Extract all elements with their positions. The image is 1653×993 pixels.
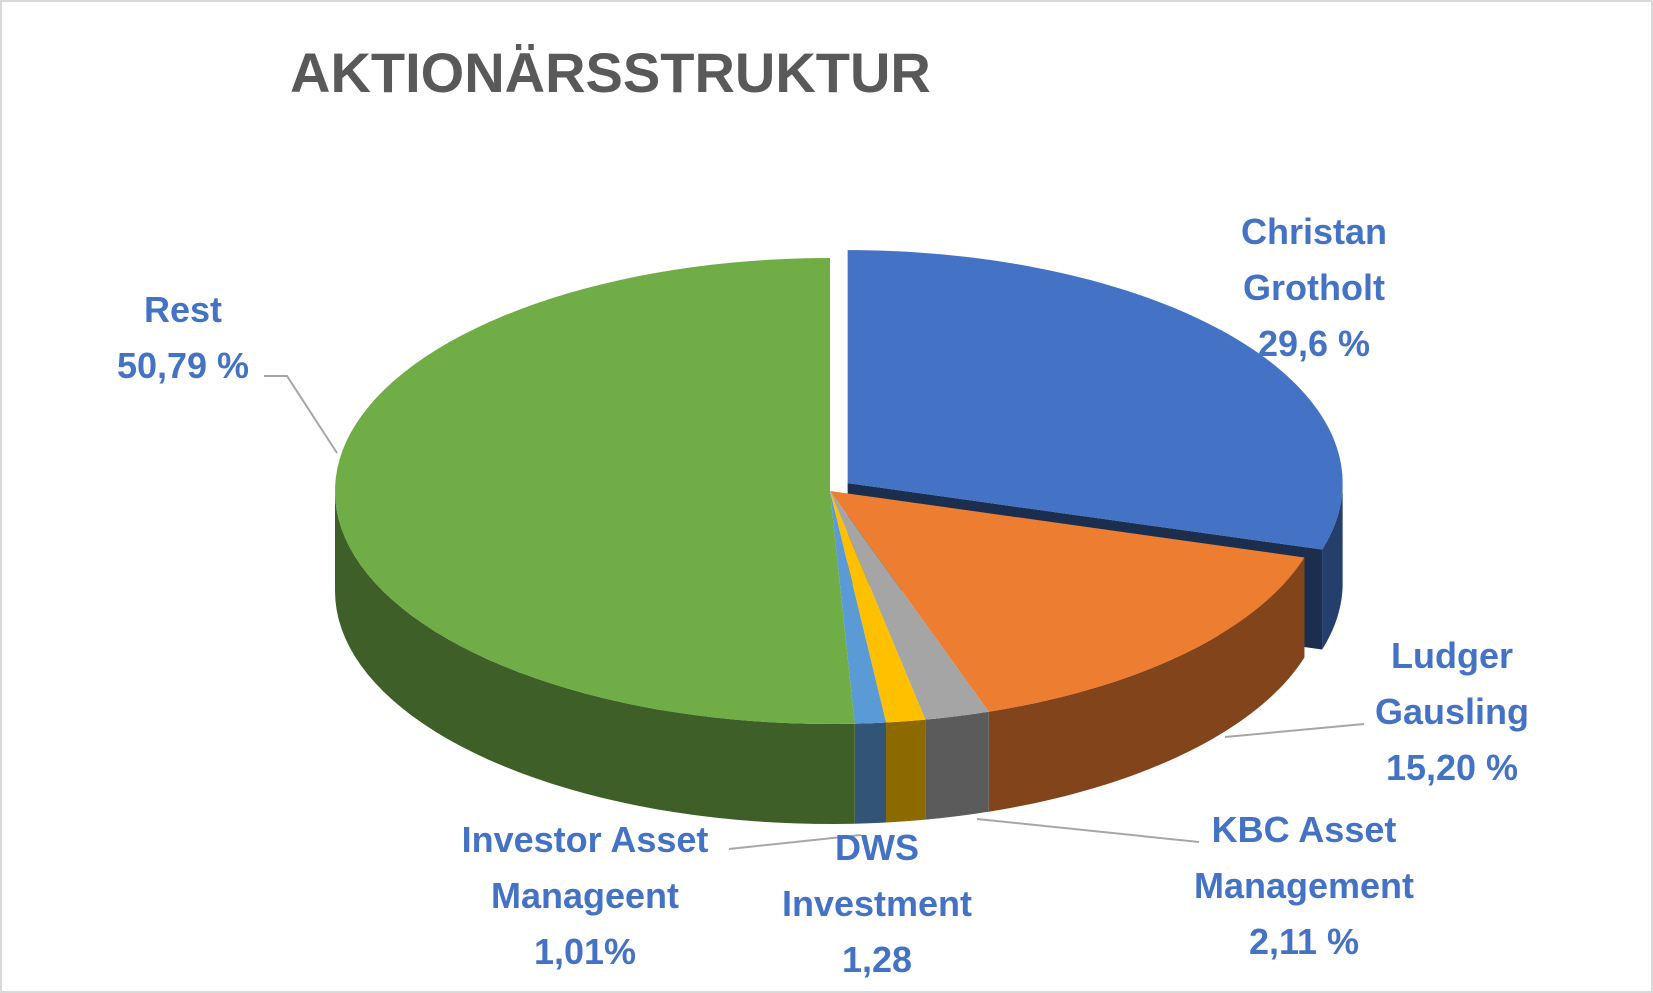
slice-side — [925, 711, 989, 820]
data-label: Christan Grotholt 29,6 % — [1214, 204, 1414, 372]
label-name: DWS Investment — [781, 827, 973, 924]
label-name: Ludger Gausling — [1374, 635, 1530, 732]
label-name: Investor Asset Manageent — [461, 819, 709, 916]
pie-slice — [830, 491, 989, 720]
label-value: 2,11 % — [1248, 921, 1360, 962]
chart-title: AKTIONÄRSSTRUKTUR — [290, 41, 931, 104]
data-label: Investor Asset Manageent 1,01% — [435, 812, 735, 980]
data-label: DWS Investment 1,28 — [762, 820, 992, 988]
leader-line — [976, 818, 1200, 843]
pie-slice — [830, 491, 926, 723]
pie-slice — [830, 491, 1305, 712]
slice-side — [988, 557, 1305, 812]
label-value: 1,01% — [533, 931, 637, 972]
pie-slice — [335, 258, 855, 724]
data-label: Rest 50,79 % — [33, 282, 333, 394]
label-name: Rest — [143, 289, 223, 330]
label-value: 50,79 % — [116, 345, 250, 386]
data-label: Ludger Gausling 15,20 % — [1352, 628, 1552, 796]
label-name: KBC Asset Management — [1193, 809, 1415, 906]
slice-side — [335, 491, 855, 824]
label-value: 1,28 — [841, 939, 913, 980]
label-name: Christan Grotholt — [1240, 211, 1388, 308]
slice-side — [854, 722, 887, 824]
pie-slice — [847, 250, 1343, 550]
pie-slice — [830, 491, 887, 724]
label-value: 29,6 % — [1257, 323, 1371, 364]
slice-side — [1322, 483, 1343, 650]
slice-side — [886, 719, 926, 823]
leader-line — [264, 375, 338, 454]
data-label: KBC Asset Management 2,11 % — [1154, 802, 1454, 970]
label-value: 15,20 % — [1385, 747, 1519, 788]
leader-line — [728, 834, 862, 850]
leader-line — [1224, 723, 1365, 738]
